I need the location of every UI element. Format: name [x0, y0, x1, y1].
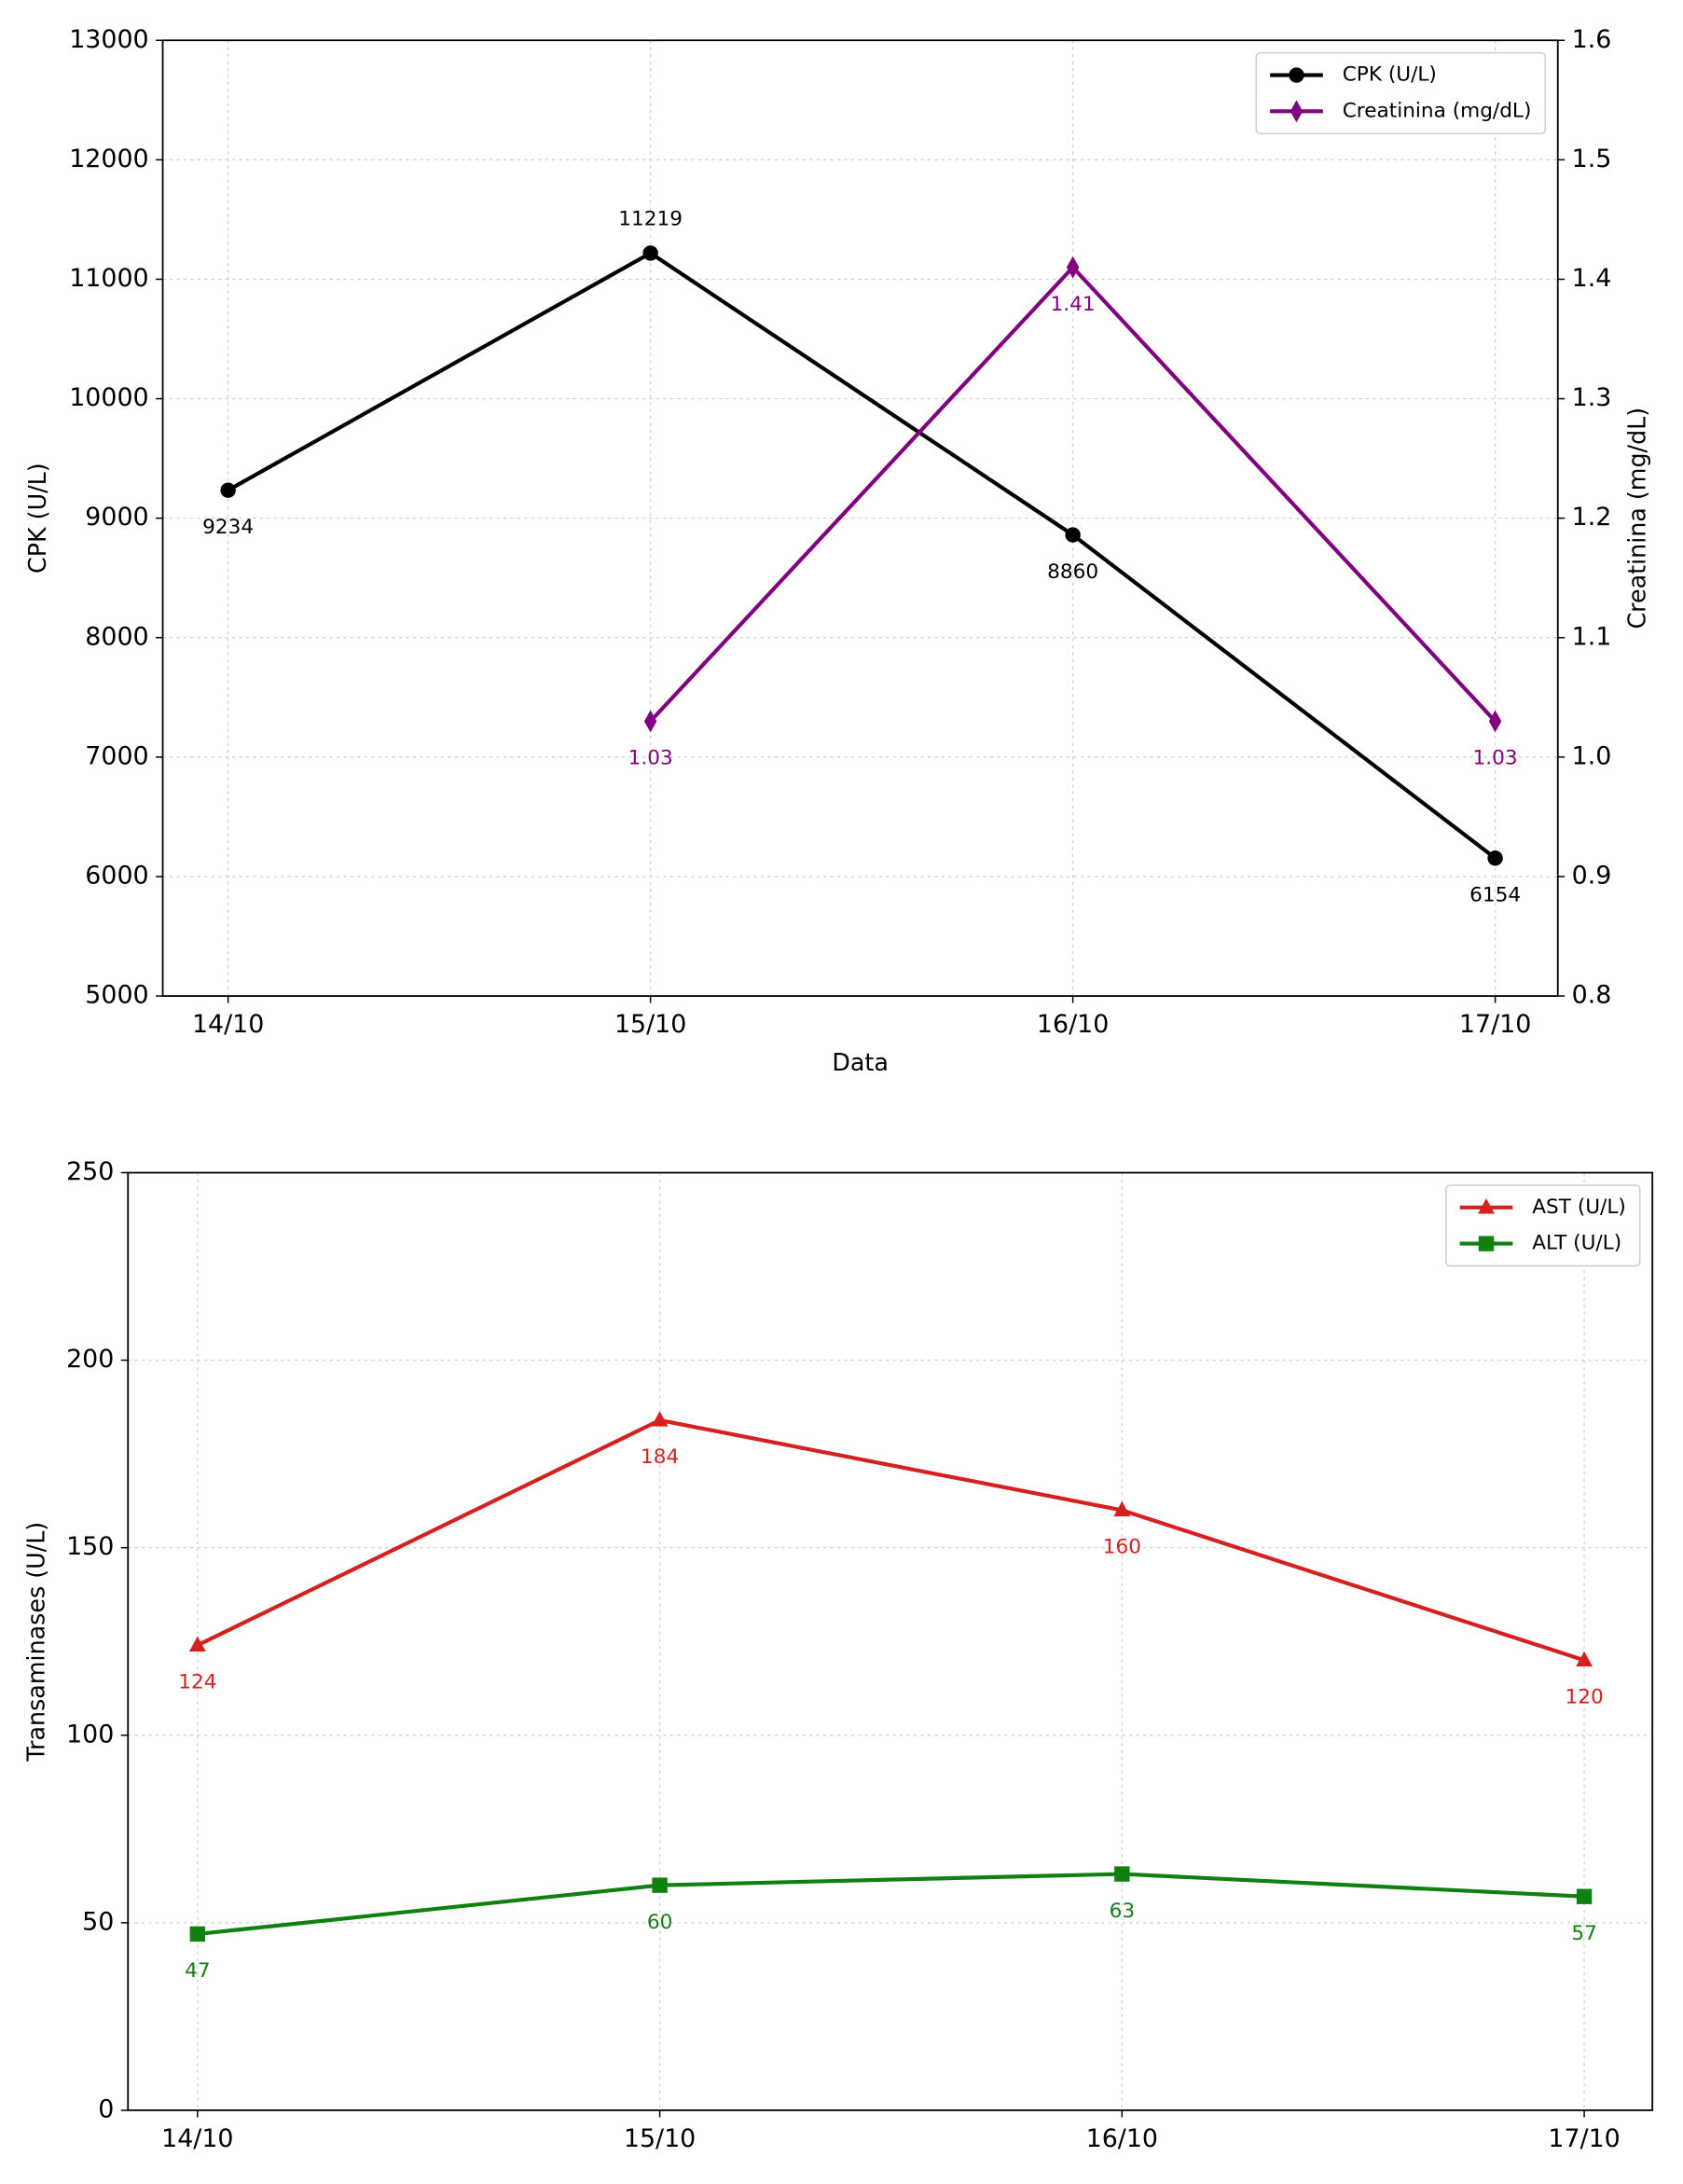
- y-tick-label: 100: [66, 1720, 114, 1749]
- y-tick-label: 12000: [69, 145, 148, 173]
- marker: [1478, 1198, 1495, 1214]
- legend-label: CPK (U/L): [1343, 63, 1437, 87]
- x-tick-label: 14/10: [161, 2124, 233, 2153]
- y-tick-label: 11000: [69, 264, 148, 293]
- x-tick-label: 16/10: [1037, 1010, 1109, 1039]
- y2-tick-label: 0.9: [1572, 861, 1612, 890]
- y-tick-label: 9000: [85, 503, 148, 532]
- y-tick-label: 6000: [85, 861, 148, 890]
- y2-tick-label: 1.1: [1572, 622, 1612, 651]
- marker: [1487, 850, 1503, 866]
- marker: [1065, 527, 1081, 543]
- y-tick-label: 250: [66, 1157, 114, 1186]
- legend-box: [1255, 51, 1547, 134]
- marker: [1478, 1236, 1495, 1251]
- data-label: 160: [1103, 1536, 1141, 1559]
- x-tick-label: 17/10: [1548, 2124, 1620, 2153]
- marker: [651, 1411, 669, 1427]
- marker: [1576, 1651, 1593, 1667]
- data-label: 11219: [618, 208, 683, 231]
- marker: [1576, 1888, 1593, 1904]
- y-tick-label: 200: [66, 1345, 114, 1374]
- x-tick-label: 16/10: [1086, 2124, 1158, 2153]
- data-label: 184: [641, 1445, 679, 1469]
- x-axis-label: Data: [832, 1048, 889, 1076]
- y2-tick-label: 1.4: [1572, 264, 1612, 293]
- y2-tick-label: 0.8: [1572, 981, 1612, 1010]
- data-label: 6154: [1469, 884, 1521, 907]
- series-line: [196, 1417, 1585, 1663]
- x-tick-label: 17/10: [1459, 1010, 1531, 1039]
- legend-label: Creatinina (mg/dL): [1343, 99, 1532, 122]
- y2-axis-label: Creatinina (mg/dL): [1622, 408, 1650, 629]
- data-label: 63: [1110, 1900, 1136, 1923]
- data-label: 1.41: [1051, 293, 1096, 316]
- series-line: [227, 251, 1497, 860]
- y2-tick-label: 1.3: [1572, 383, 1612, 412]
- marker: [1066, 256, 1080, 279]
- marker: [1488, 710, 1502, 733]
- x-tick-label: 14/10: [192, 1010, 264, 1039]
- y-tick-label: 13000: [69, 25, 148, 54]
- y-tick-label: 5000: [85, 981, 148, 1010]
- plot-frame: [127, 1171, 1654, 2111]
- marker: [1289, 67, 1304, 83]
- legend: CPK (U/L) Creatinina (mg/dL): [1255, 51, 1547, 134]
- y2-tick-label: 1.0: [1572, 741, 1612, 770]
- y-axis-label: CPK (U/L): [23, 463, 51, 574]
- y-tick-label: 50: [82, 1907, 114, 1936]
- y-tick-label: 0: [98, 2094, 114, 2123]
- series-line: [197, 1872, 1585, 1936]
- data-label: 120: [1565, 1686, 1603, 1709]
- data-label: 9234: [202, 516, 254, 539]
- marker: [642, 245, 658, 261]
- y2-tick-label: 1.6: [1572, 25, 1612, 54]
- y2-tick-label: 1.5: [1572, 145, 1612, 173]
- y-tick-label: 8000: [85, 622, 148, 651]
- data-label: 60: [647, 1911, 673, 1934]
- marker: [220, 482, 236, 498]
- legend-label: AST (U/L): [1532, 1196, 1626, 1219]
- x-tick-label: 15/10: [624, 2124, 696, 2153]
- y-axis-label: Transaminases (U/L): [21, 1522, 49, 1762]
- marker: [188, 1636, 206, 1652]
- marker: [652, 1877, 668, 1893]
- y-tick-label: 150: [66, 1532, 114, 1561]
- marker: [189, 1926, 206, 1942]
- data-label: 57: [1571, 1922, 1597, 1945]
- x-tick-label: 15/10: [614, 1010, 686, 1039]
- y-tick-label: 10000: [69, 383, 148, 412]
- marker: [1113, 1500, 1131, 1517]
- y2-tick-label: 1.2: [1572, 503, 1612, 532]
- y-tick-label: 7000: [85, 741, 148, 770]
- legend-box: [1445, 1184, 1641, 1267]
- data-label: 47: [185, 1959, 211, 1983]
- data-label: 1.03: [1473, 747, 1518, 770]
- legend-label: ALT (U/L): [1532, 1232, 1621, 1255]
- marker: [643, 710, 657, 733]
- legend: AST (U/L) ALT (U/L): [1445, 1184, 1641, 1267]
- data-label: 8860: [1047, 560, 1098, 584]
- marker: [1114, 1866, 1130, 1882]
- data-label: 124: [178, 1671, 216, 1694]
- data-label: 1.03: [628, 747, 673, 770]
